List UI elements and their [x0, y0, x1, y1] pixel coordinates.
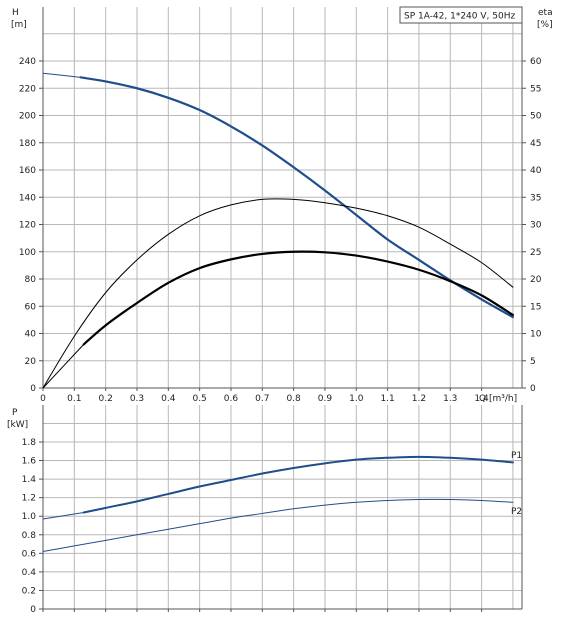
y-tick-label-right: 35 [530, 193, 541, 203]
y-tick-label: 0 [30, 605, 36, 615]
y-tick-label-left: 160 [19, 166, 36, 176]
x-tick-label: 0.9 [318, 394, 333, 404]
y-tick-label-right: 10 [530, 330, 542, 340]
y-tick-label-left: 60 [25, 302, 37, 312]
y-tick-label-left: 140 [19, 193, 36, 203]
y-tick-label-right: 25 [530, 248, 541, 258]
x-tick-label: 1.0 [349, 394, 364, 404]
y-tick-label-left: 120 [19, 221, 36, 231]
x-tick-label: 0.6 [224, 394, 239, 404]
y-tick-label: 0.2 [22, 586, 36, 596]
y-tick-label-left: 0 [30, 384, 36, 394]
y-tick-label-left: 220 [19, 84, 36, 94]
head-axis-label-line1: H [12, 8, 19, 18]
power-tick-labels: 0 0.2 0.4 0.6 0.8 1.0 1.2 1.4 1.6 1.8 [22, 438, 482, 615]
y-tick-label-right: 30 [530, 221, 542, 231]
y-tick-label-left: 100 [19, 248, 36, 258]
y-tick-label-right: 20 [530, 275, 542, 285]
head-efficiency-plot: 0204060801001201401601802002202400510152… [11, 7, 553, 404]
x-tick-label: 0.4 [161, 394, 176, 404]
x-tick-label: 0.5 [192, 394, 206, 404]
p1-series-line [84, 457, 513, 513]
y-tick-label: 1.8 [22, 438, 37, 448]
eta-thick-series-line-extension [43, 344, 84, 388]
head-efficiency-series [43, 73, 513, 388]
power-axis-label-line1: P [12, 408, 18, 418]
head-axis-label-line2: [m] [11, 20, 27, 30]
y-tick-label: 1.4 [22, 475, 37, 485]
y-tick-label: 1.0 [22, 512, 37, 522]
eta-thin-series-line [43, 199, 513, 388]
power-series [43, 457, 513, 552]
x-tick-label: 0.7 [255, 394, 269, 404]
head-efficiency-grid [43, 7, 522, 388]
y-tick-label-right: 45 [530, 139, 541, 149]
y-tick-label-left: 40 [25, 330, 37, 340]
x-tick-label: 0.2 [98, 394, 112, 404]
y-tick-label-right: 55 [530, 84, 541, 94]
eta-axis-label-line1: eta [538, 8, 553, 18]
head-efficiency-tick-labels: 0204060801001201401601802002202400510152… [19, 57, 542, 404]
y-tick-label-left: 20 [25, 357, 37, 367]
eta-axis-label-line2: [%] [537, 20, 553, 30]
y-tick-label-left: 200 [19, 112, 36, 122]
x-tick-label: 1.2 [412, 394, 426, 404]
y-tick-label: 1.2 [22, 494, 36, 504]
y-tick-label: 1.6 [22, 457, 37, 467]
y-tick-label-left: 180 [19, 139, 36, 149]
y-tick-label-right: 40 [530, 166, 542, 176]
eta-thick-series-line [84, 252, 513, 345]
head-series-line-extension [43, 73, 81, 77]
y-tick-label-right: 15 [530, 302, 541, 312]
series-label-p2: P2 [511, 507, 522, 517]
power-plot: 0 0.2 0.4 0.6 0.8 1.0 1.2 1.4 1.6 1.8 P [kW] P1 P… [7, 405, 522, 615]
y-tick-label: 0.4 [22, 568, 37, 578]
chart-title: SP 1A-42, 1*240 V, 50Hz [404, 12, 515, 22]
x-tick-label: 0.8 [286, 394, 301, 404]
x-tick-label: 1.1 [380, 394, 394, 404]
y-tick-label-right: 50 [530, 112, 542, 122]
x-tick-label: 1.3 [443, 394, 457, 404]
x-tick-label: 0.3 [130, 394, 144, 404]
y-tick-label: 0.8 [22, 531, 37, 541]
power-axis-label-line2: [kW] [7, 420, 28, 430]
y-tick-label-right: 60 [530, 57, 542, 67]
y-tick-label-left: 80 [25, 275, 37, 285]
y-tick-label: 0.6 [22, 549, 37, 559]
y-tick-label-right: 5 [530, 357, 536, 367]
x-tick-label: 0.1 [67, 394, 81, 404]
y-tick-label-right: 0 [530, 384, 536, 394]
x-tick-label: 0 [40, 394, 46, 404]
series-label-p1: P1 [511, 451, 522, 461]
y-tick-label-left: 240 [19, 57, 36, 67]
flow-axis-label: Q [m³/h] [479, 394, 517, 404]
